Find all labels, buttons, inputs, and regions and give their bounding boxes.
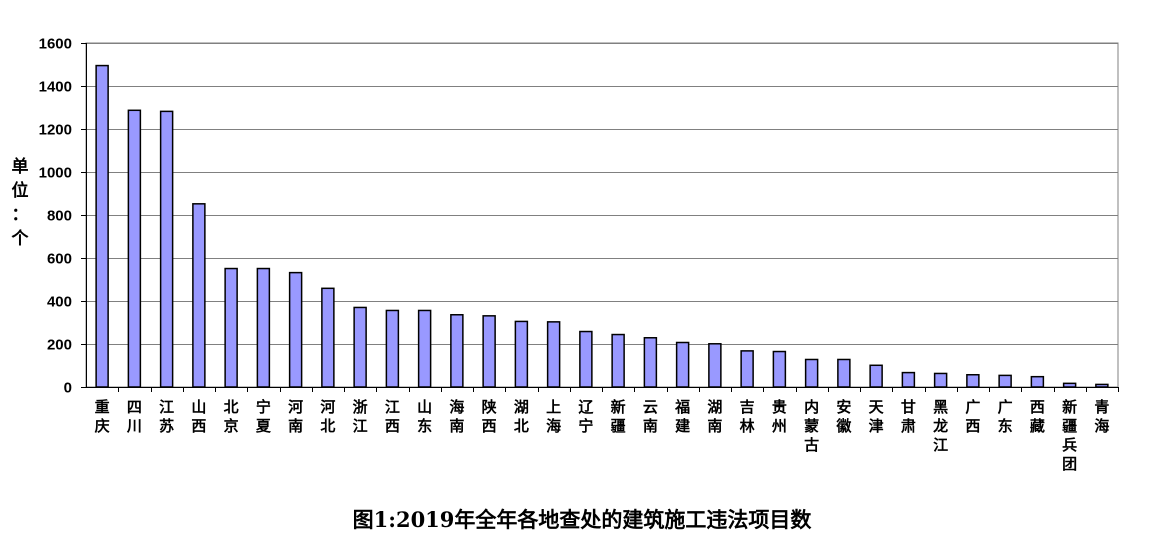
x-tick-label: 山西 — [191, 398, 206, 435]
bar-天津 — [869, 364, 883, 388]
x-tick-label: 青海 — [1094, 398, 1109, 435]
bar-河北 — [321, 287, 335, 388]
x-tick-label: 江西 — [385, 398, 400, 435]
bar-江苏 — [159, 110, 174, 388]
x-tick-label: 广东 — [998, 398, 1013, 435]
bar-湖北 — [514, 320, 529, 388]
x-tick-label: 湖南 — [707, 398, 722, 435]
y-tick-label: 1200 — [39, 122, 72, 139]
bar-宁夏 — [256, 267, 271, 388]
bar-四川 — [127, 109, 142, 388]
x-tick-label: 新疆兵团 — [1062, 398, 1077, 473]
bar-上海 — [546, 321, 561, 388]
y-tick-label: 1000 — [39, 165, 72, 182]
x-tick-labels: 重庆四川江苏山西北京宁夏河南河北浙江江西山东海南陕西湖北上海辽宁新疆云南福建湖南… — [95, 398, 1110, 473]
y-axis-label: 单位：个 — [11, 156, 30, 249]
x-tick-label: 上海 — [546, 398, 561, 435]
bar-新疆 — [611, 333, 625, 388]
x-tick-label: 云南 — [643, 398, 658, 435]
x-tick-label: 陕西 — [482, 398, 497, 435]
bar-甘肃 — [901, 371, 916, 388]
bar-山西 — [192, 203, 206, 388]
bar-河南 — [288, 271, 303, 388]
bar-辽宁 — [579, 330, 593, 388]
x-tick-label: 内蒙古 — [804, 398, 819, 454]
x-tick-label: 安徽 — [835, 398, 852, 435]
x-tick-label: 浙江 — [353, 398, 368, 435]
x-tick-label: 福建 — [674, 398, 691, 435]
bar-北京 — [224, 267, 238, 388]
x-tick-label: 甘肃 — [901, 398, 916, 435]
x-tick-label: 吉林 — [740, 398, 756, 435]
x-tick-label: 宁夏 — [255, 398, 272, 435]
bar-chart: 0 200 400 600 800 1000 1200 1400 1600 重庆四川江苏山西北京… — [11, 36, 1119, 473]
y-tick-label: 0 — [64, 380, 72, 397]
bar-内蒙古 — [804, 358, 819, 388]
bar-陕西 — [482, 315, 496, 388]
x-tick-label: 西藏 — [1030, 398, 1045, 435]
x-tick-label: 北京 — [224, 398, 239, 435]
y-tick-label: 800 — [47, 208, 72, 225]
bar-新疆兵团 — [1062, 382, 1077, 388]
bars — [95, 64, 1109, 388]
y-axis-label-text: 单位：个 — [11, 156, 30, 249]
bar-安徽 — [837, 358, 851, 388]
chart-title: 图1:2019年全年各地查处的建筑施工违法项目数 — [352, 507, 812, 532]
bar-浙江 — [353, 306, 367, 388]
y-tick-label: 200 — [47, 337, 72, 354]
x-tick-label: 山东 — [417, 398, 432, 435]
y-tick-label: 1600 — [39, 36, 72, 53]
bar-重庆 — [95, 64, 109, 388]
bar-黑龙江 — [933, 372, 948, 388]
bar-福建 — [675, 341, 690, 388]
y-tick-label: 1400 — [39, 79, 72, 96]
bar-西藏 — [1030, 375, 1045, 388]
x-tick-label: 黑龙江 — [932, 398, 948, 454]
y-tick-labels: 0 200 400 600 800 1000 1200 1400 1600 — [39, 36, 72, 397]
axes — [81, 43, 1119, 392]
bar-山东 — [417, 309, 432, 388]
x-tick-label: 海南 — [449, 398, 464, 435]
bar-江西 — [385, 309, 400, 388]
bar-海南 — [450, 314, 464, 388]
x-tick-label: 重庆 — [95, 398, 110, 435]
x-tick-label: 河北 — [320, 398, 335, 435]
x-tick-label: 天津 — [869, 398, 885, 435]
bar-广东 — [998, 374, 1012, 388]
x-tick-label: 河南 — [288, 398, 303, 435]
x-tick-label: 江苏 — [159, 398, 174, 435]
bar-青海 — [1095, 383, 1109, 388]
x-tick-label: 四川 — [126, 398, 142, 435]
bar-贵州 — [772, 350, 787, 388]
bar-湖南 — [708, 343, 722, 388]
x-tick-label: 贵州 — [771, 398, 787, 435]
bar-广西 — [966, 373, 980, 388]
bar-吉林 — [740, 350, 754, 388]
gridlines — [85, 42, 1119, 388]
x-tick-label: 湖北 — [514, 398, 529, 435]
x-tick-label: 辽宁 — [578, 398, 593, 435]
bar-云南 — [643, 337, 658, 388]
y-tick-label: 400 — [47, 294, 72, 311]
y-tick-label: 600 — [47, 251, 72, 268]
x-tick-label: 广西 — [965, 398, 980, 435]
x-tick-label: 新疆 — [611, 398, 626, 435]
